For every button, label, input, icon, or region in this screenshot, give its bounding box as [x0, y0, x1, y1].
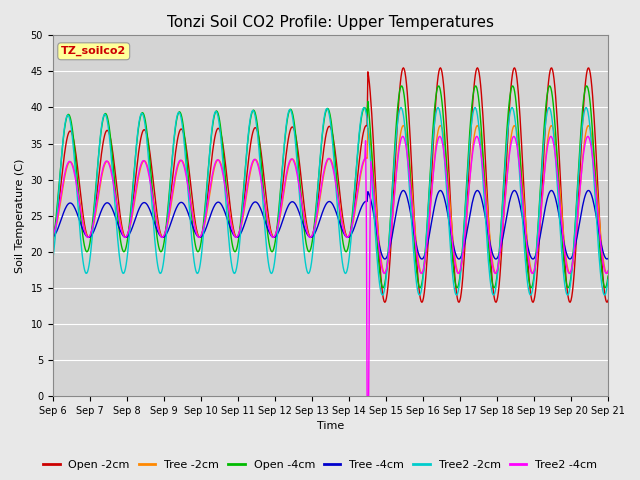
- Legend: Open -2cm, Tree -2cm, Open -4cm, Tree -4cm, Tree2 -2cm, Tree2 -4cm: Open -2cm, Tree -2cm, Open -4cm, Tree -4…: [38, 456, 602, 474]
- Text: TZ_soilco2: TZ_soilco2: [61, 46, 126, 57]
- Y-axis label: Soil Temperature (C): Soil Temperature (C): [15, 158, 25, 273]
- Title: Tonzi Soil CO2 Profile: Upper Temperatures: Tonzi Soil CO2 Profile: Upper Temperatur…: [167, 15, 494, 30]
- X-axis label: Time: Time: [317, 421, 344, 432]
